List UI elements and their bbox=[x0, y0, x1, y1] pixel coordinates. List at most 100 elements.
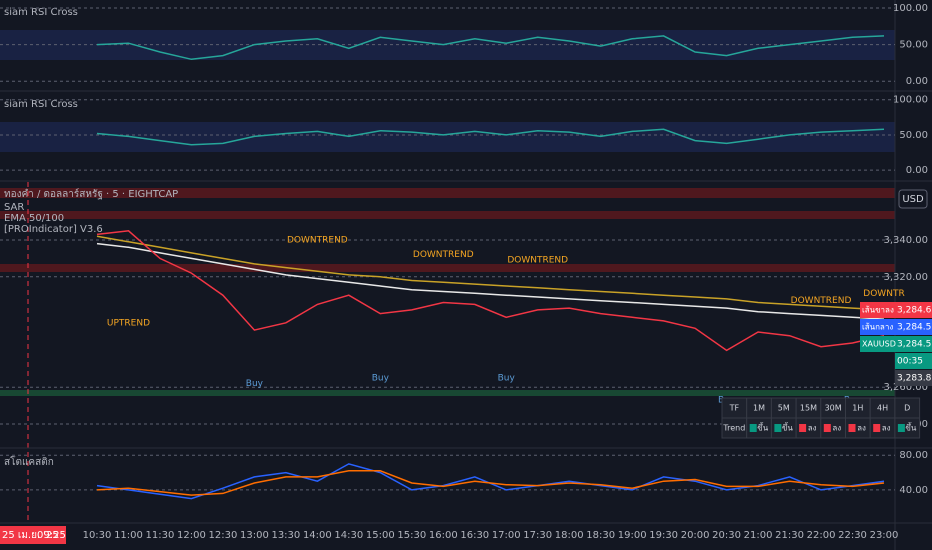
time: 09:25 bbox=[37, 530, 66, 541]
x-tick-label: 22:30 bbox=[838, 530, 867, 541]
trend-swatch bbox=[823, 424, 831, 432]
y-tick-label: 3,260.00 bbox=[883, 382, 928, 393]
x-tick-label: 20:00 bbox=[681, 530, 710, 541]
y-tick-label: 50.00 bbox=[899, 130, 928, 141]
x-tick-label: 21:30 bbox=[775, 530, 804, 541]
panel-title: siam RSI Cross bbox=[4, 7, 78, 18]
price-tag-value: 3,284.65 bbox=[897, 306, 932, 316]
price-tag-label: XAUUSD bbox=[862, 340, 896, 349]
series-line bbox=[96, 128, 885, 146]
table-header: D bbox=[904, 404, 910, 413]
trend-swatch bbox=[774, 424, 782, 432]
y-tick-label: 80.00 bbox=[899, 450, 928, 461]
price-tag bbox=[895, 336, 932, 352]
x-tick-label: 12:00 bbox=[177, 530, 206, 541]
resistance-zone bbox=[0, 188, 895, 198]
x-tick-label: 18:00 bbox=[555, 530, 584, 541]
legend-entry: EMA 50/100 bbox=[4, 213, 64, 224]
table-cell-text: ขึ้น bbox=[782, 422, 793, 433]
x-tick-label: 16:30 bbox=[460, 530, 489, 541]
y-tick-label: 100.00 bbox=[893, 95, 928, 106]
price-tag-label: เส้นขาลง bbox=[862, 306, 894, 315]
annotation: UPTREND bbox=[107, 318, 150, 328]
annotation: DOWNTREND bbox=[287, 235, 348, 245]
price-tag-label-box bbox=[860, 302, 895, 318]
y-tick-label: 3,320.00 bbox=[883, 272, 928, 283]
annotation: Buy bbox=[372, 373, 390, 383]
price-tag-label-box bbox=[860, 319, 895, 335]
table-cell-text: ขึ้น bbox=[757, 422, 768, 433]
trend-swatch bbox=[848, 424, 856, 432]
price-tag bbox=[895, 319, 932, 335]
annotation: DOWNTREND bbox=[507, 256, 568, 266]
x-tick-label: 17:30 bbox=[523, 530, 552, 541]
table-header: 30M bbox=[825, 404, 842, 413]
y-tick-label: 3,340.00 bbox=[883, 235, 928, 246]
legend-entry: SAR bbox=[4, 202, 24, 213]
table-cell-text: ลง bbox=[882, 424, 891, 433]
x-tick-label: 12:30 bbox=[209, 530, 238, 541]
y-tick-label: 0.00 bbox=[906, 165, 928, 176]
series-line bbox=[96, 230, 885, 352]
x-tick-label: 16:00 bbox=[429, 530, 458, 541]
trend-swatch bbox=[749, 424, 757, 432]
y-tick-label: 50.00 bbox=[899, 40, 928, 51]
x-tick-label: 20:30 bbox=[712, 530, 741, 541]
panel-title: สโตแคสติก bbox=[4, 455, 54, 468]
date: 25 เม.ย. '25 bbox=[2, 530, 59, 541]
date-tag-box bbox=[0, 526, 66, 544]
x-tick-label: 14:30 bbox=[334, 530, 363, 541]
x-tick-label: 21:00 bbox=[744, 530, 773, 541]
trend-swatch bbox=[873, 424, 881, 432]
table-cell-text: ลง bbox=[808, 424, 817, 433]
price-tag-value: 3,284.52 bbox=[897, 323, 932, 333]
support-zone bbox=[0, 390, 895, 396]
annotation: Buy bbox=[498, 373, 516, 383]
x-tick-label: 10:30 bbox=[83, 530, 112, 541]
table-header: 15M bbox=[800, 404, 817, 413]
annotation: DOWNTREND bbox=[791, 296, 852, 306]
x-tick-label: 19:30 bbox=[649, 530, 678, 541]
x-tick-label: 19:00 bbox=[618, 530, 647, 541]
x-tick-label: 17:00 bbox=[492, 530, 521, 541]
table-header: 1H bbox=[852, 404, 863, 413]
table-header: 4H bbox=[877, 404, 888, 413]
x-tick-label: 13:00 bbox=[240, 530, 269, 541]
date-tag: 25 เม.ย. '25 09:25 bbox=[0, 526, 66, 544]
table-header: 5M bbox=[778, 404, 790, 413]
y-tick-label: 100.00 bbox=[893, 3, 928, 14]
table-cell-text: Trend bbox=[722, 424, 745, 433]
rsi-band bbox=[0, 122, 895, 152]
price-tag bbox=[895, 302, 932, 318]
resistance-zone bbox=[0, 264, 895, 272]
table-cell-text: ลง bbox=[832, 424, 841, 433]
currency-box bbox=[898, 189, 928, 209]
price-tag bbox=[895, 353, 932, 369]
price-tag-value: 3,283.87 bbox=[897, 374, 932, 384]
x-tick-label: 23:00 bbox=[870, 530, 899, 541]
y-tick-label: 0.00 bbox=[906, 76, 928, 87]
annotation: DOWNTR bbox=[863, 289, 904, 299]
panel-title: ทองคำ / ดอลลาร์สหรัฐ · 5 · EIGHTCAP bbox=[4, 188, 178, 200]
series-line bbox=[96, 242, 885, 320]
price-tag-label-box bbox=[860, 336, 895, 352]
price-tag-label: เส้นกลาง bbox=[862, 323, 893, 332]
x-tick-label: 11:00 bbox=[114, 530, 143, 541]
y-tick-label: 40.00 bbox=[899, 485, 928, 496]
table-cell-text: ขึ้น bbox=[905, 422, 916, 433]
x-tick-label: 14:00 bbox=[303, 530, 332, 541]
price-tag bbox=[895, 370, 932, 386]
trend-swatch bbox=[799, 424, 807, 432]
trend-swatch bbox=[897, 424, 905, 432]
series-line bbox=[96, 470, 885, 496]
annotation: DOWNTREND bbox=[413, 250, 474, 260]
currency: USD bbox=[902, 194, 924, 205]
x-tick-label: 18:30 bbox=[586, 530, 615, 541]
series-line bbox=[96, 235, 885, 311]
legend-entry: [PROIndicator] V3.6 bbox=[4, 224, 103, 235]
price-tag-value: 00:35 bbox=[897, 357, 923, 367]
table-cell-text: ลง bbox=[857, 424, 866, 433]
series-line bbox=[96, 35, 885, 61]
